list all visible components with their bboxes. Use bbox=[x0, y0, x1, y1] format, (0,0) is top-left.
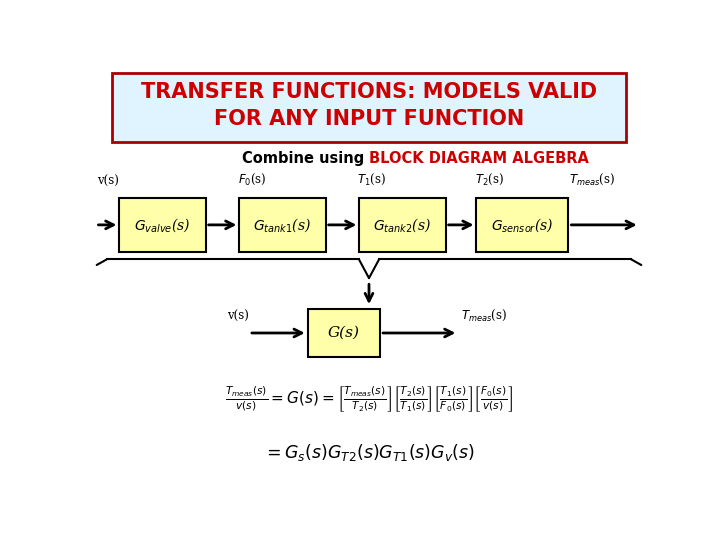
Text: $G_{tank1}$(s): $G_{tank1}$(s) bbox=[253, 216, 312, 234]
Bar bbox=[120, 198, 206, 252]
Text: $T_1$(s): $T_1$(s) bbox=[356, 172, 386, 187]
Text: $\frac{T_{meas}(s)}{v(s)} = G(s) = \left[\frac{T_{meas}(s)}{T_2(s)}\right]\left[: $\frac{T_{meas}(s)}{v(s)} = G(s) = \left… bbox=[225, 384, 513, 414]
Text: TRANSFER FUNCTIONS: MODELS VALID
FOR ANY INPUT FUNCTION: TRANSFER FUNCTIONS: MODELS VALID FOR ANY… bbox=[141, 82, 597, 129]
Text: Combine using: Combine using bbox=[242, 151, 369, 166]
Text: $T_{meas}$(s): $T_{meas}$(s) bbox=[461, 307, 508, 322]
Text: $T_2$(s): $T_2$(s) bbox=[475, 172, 504, 187]
Text: $G_{tank2}$(s): $G_{tank2}$(s) bbox=[374, 216, 431, 234]
Bar bbox=[239, 198, 325, 252]
Bar bbox=[477, 198, 569, 252]
Text: $F_0$(s): $F_0$(s) bbox=[238, 172, 266, 187]
Text: $G_{valve}$(s): $G_{valve}$(s) bbox=[134, 216, 191, 234]
Text: $G_{sensor}$(s): $G_{sensor}$(s) bbox=[491, 216, 554, 234]
Text: v(s): v(s) bbox=[227, 309, 249, 322]
Text: $= G_s(s)G_{T2}(s)G_{T1}(s)G_v(s)$: $= G_s(s)G_{T2}(s)G_{T1}(s)G_v(s)$ bbox=[263, 442, 475, 463]
Bar bbox=[307, 309, 380, 357]
Text: BLOCK DIAGRAM ALGEBRA: BLOCK DIAGRAM ALGEBRA bbox=[369, 151, 589, 166]
FancyBboxPatch shape bbox=[112, 73, 626, 141]
Text: $T_{meas}$(s): $T_{meas}$(s) bbox=[569, 172, 615, 187]
Text: G(s): G(s) bbox=[328, 326, 360, 340]
Bar bbox=[359, 198, 446, 252]
Text: v(s): v(s) bbox=[96, 174, 119, 187]
